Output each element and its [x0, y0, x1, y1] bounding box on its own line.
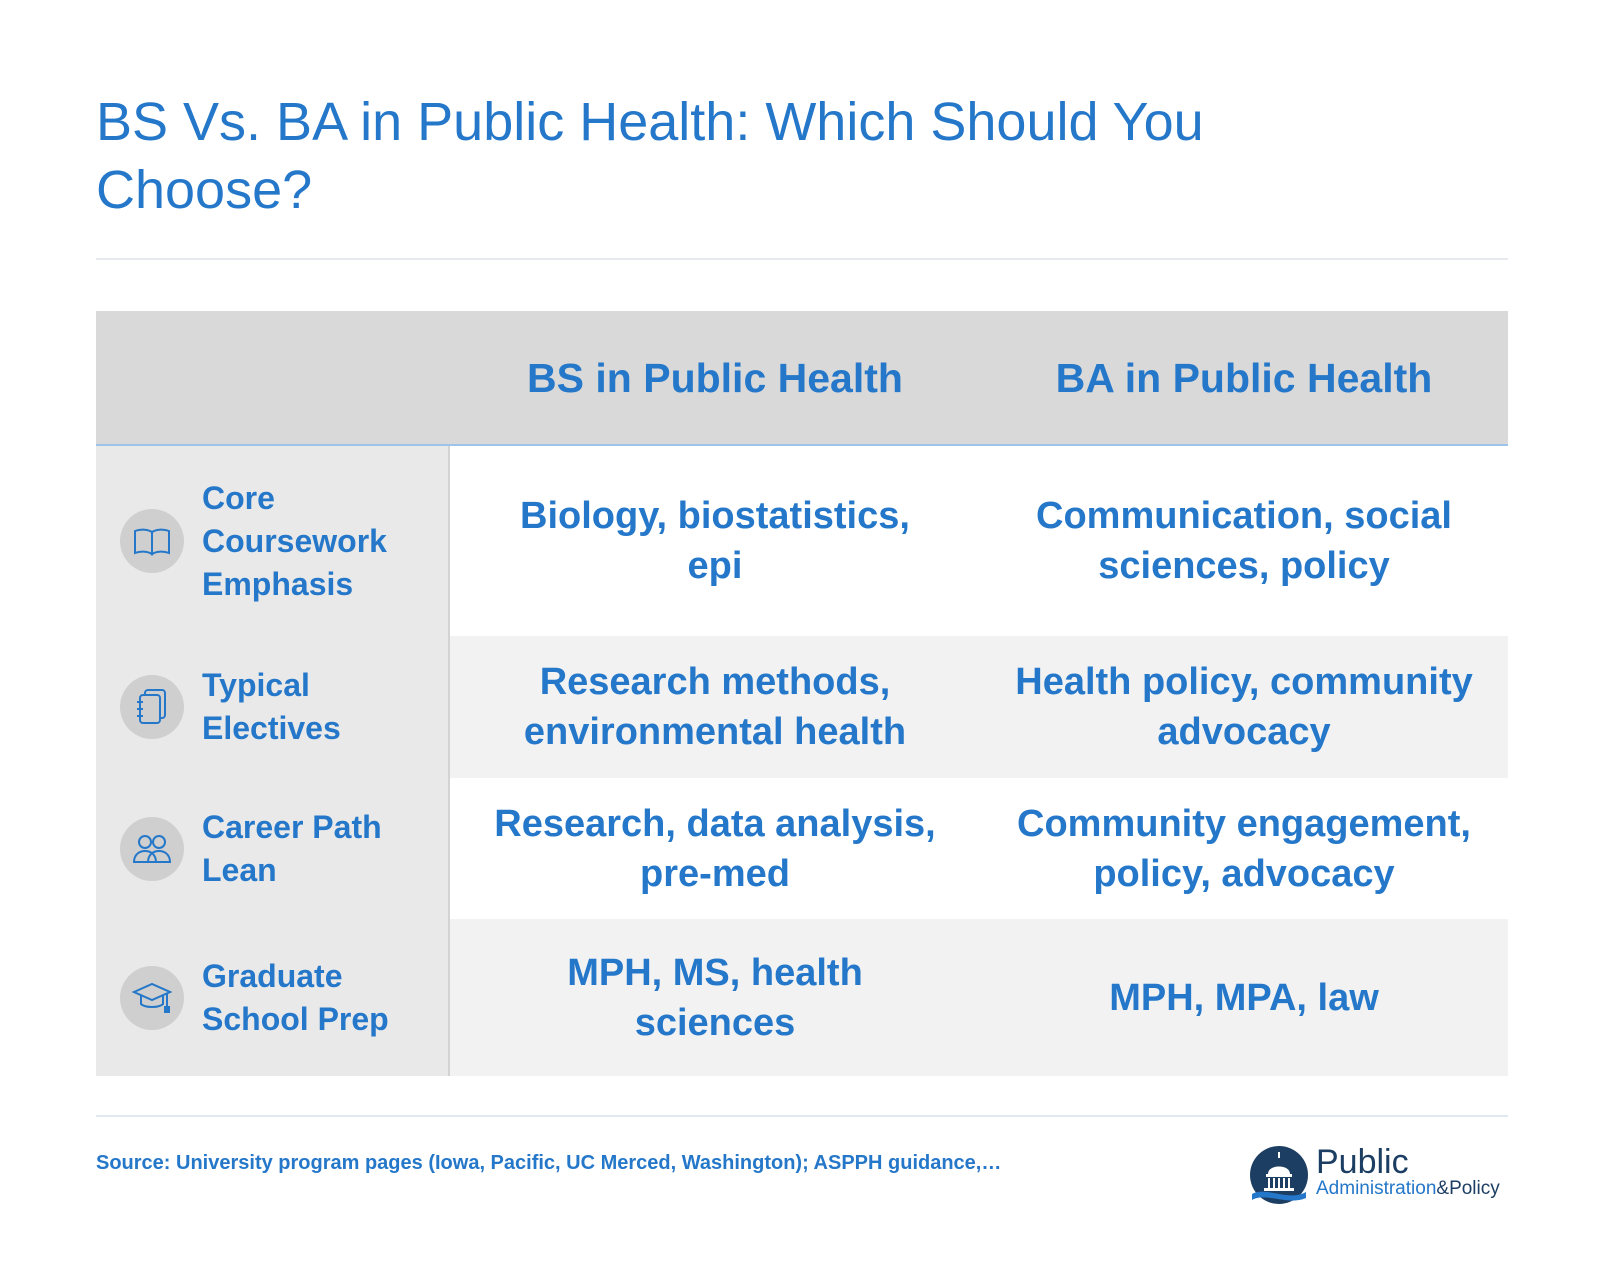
cell-ba: Communication, social sciences, policy: [1036, 495, 1452, 587]
table-header: BS in Public Health BA in Public Health: [96, 311, 1508, 446]
brand-logo: Public Administration&Policy: [1248, 1140, 1508, 1210]
table-row: Typical Electives Research methods, envi…: [96, 636, 1508, 778]
logo-wordmark-primary: Public: [1316, 1143, 1409, 1181]
people-icon: [120, 816, 184, 881]
row-label-text: Career Path Lean: [202, 808, 382, 888]
cell-bs: Biology, biostatistics, epi: [520, 495, 910, 587]
column-header-ba: BA in Public Health: [1055, 355, 1433, 401]
row-label: Core Coursework Emphasis: [96, 446, 450, 636]
table-row: Core Coursework Emphasis Biology, biosta…: [96, 446, 1508, 636]
source-note: Source: University program pages (Iowa, …: [96, 1152, 1002, 1174]
cell-ba: Community engagement, policy, advocacy: [1017, 802, 1471, 895]
logo-word-administration: Administration: [1316, 1178, 1437, 1199]
capitol-dome-icon: [1248, 1144, 1310, 1206]
column-header-bs: BS in Public Health: [527, 355, 903, 401]
footer-divider: [96, 1115, 1508, 1117]
title-divider: [96, 258, 1508, 260]
cell-bs: Research methods, environmental health: [523, 661, 907, 753]
cell-ba: MPH, MPA, law: [1109, 976, 1379, 1019]
row-label-text: Core Coursework Emphasis: [202, 479, 387, 602]
cell-ba: Health policy, community advocacy: [1015, 661, 1473, 753]
cell-bs: MPH, MS, health sciences: [567, 951, 863, 1044]
book-icon: [120, 509, 184, 573]
table-row: Graduate School Prep MPH, MS, health sci…: [96, 919, 1508, 1076]
logo-word-policy: &Policy: [1436, 1178, 1500, 1199]
logo-wordmark-secondary: Administration&Policy: [1316, 1178, 1500, 1200]
table-row: Career Path Lean Research, data analysis…: [96, 778, 1508, 919]
row-label: Graduate School Prep: [96, 919, 450, 1076]
graduation-cap-icon: [120, 965, 184, 1030]
cell-bs: Research, data analysis, pre-med: [494, 802, 936, 895]
comparison-table: BS in Public Health BA in Public Health …: [96, 311, 1508, 1076]
row-label: Career Path Lean: [96, 778, 450, 919]
page-title: BS Vs. BA in Public Health: Which Should…: [96, 92, 1204, 220]
row-label-text: Graduate School Prep: [202, 957, 389, 1037]
row-label: Typical Electives: [96, 636, 450, 778]
notebook-icon: [120, 675, 184, 739]
row-label-text: Typical Electives: [202, 667, 341, 746]
